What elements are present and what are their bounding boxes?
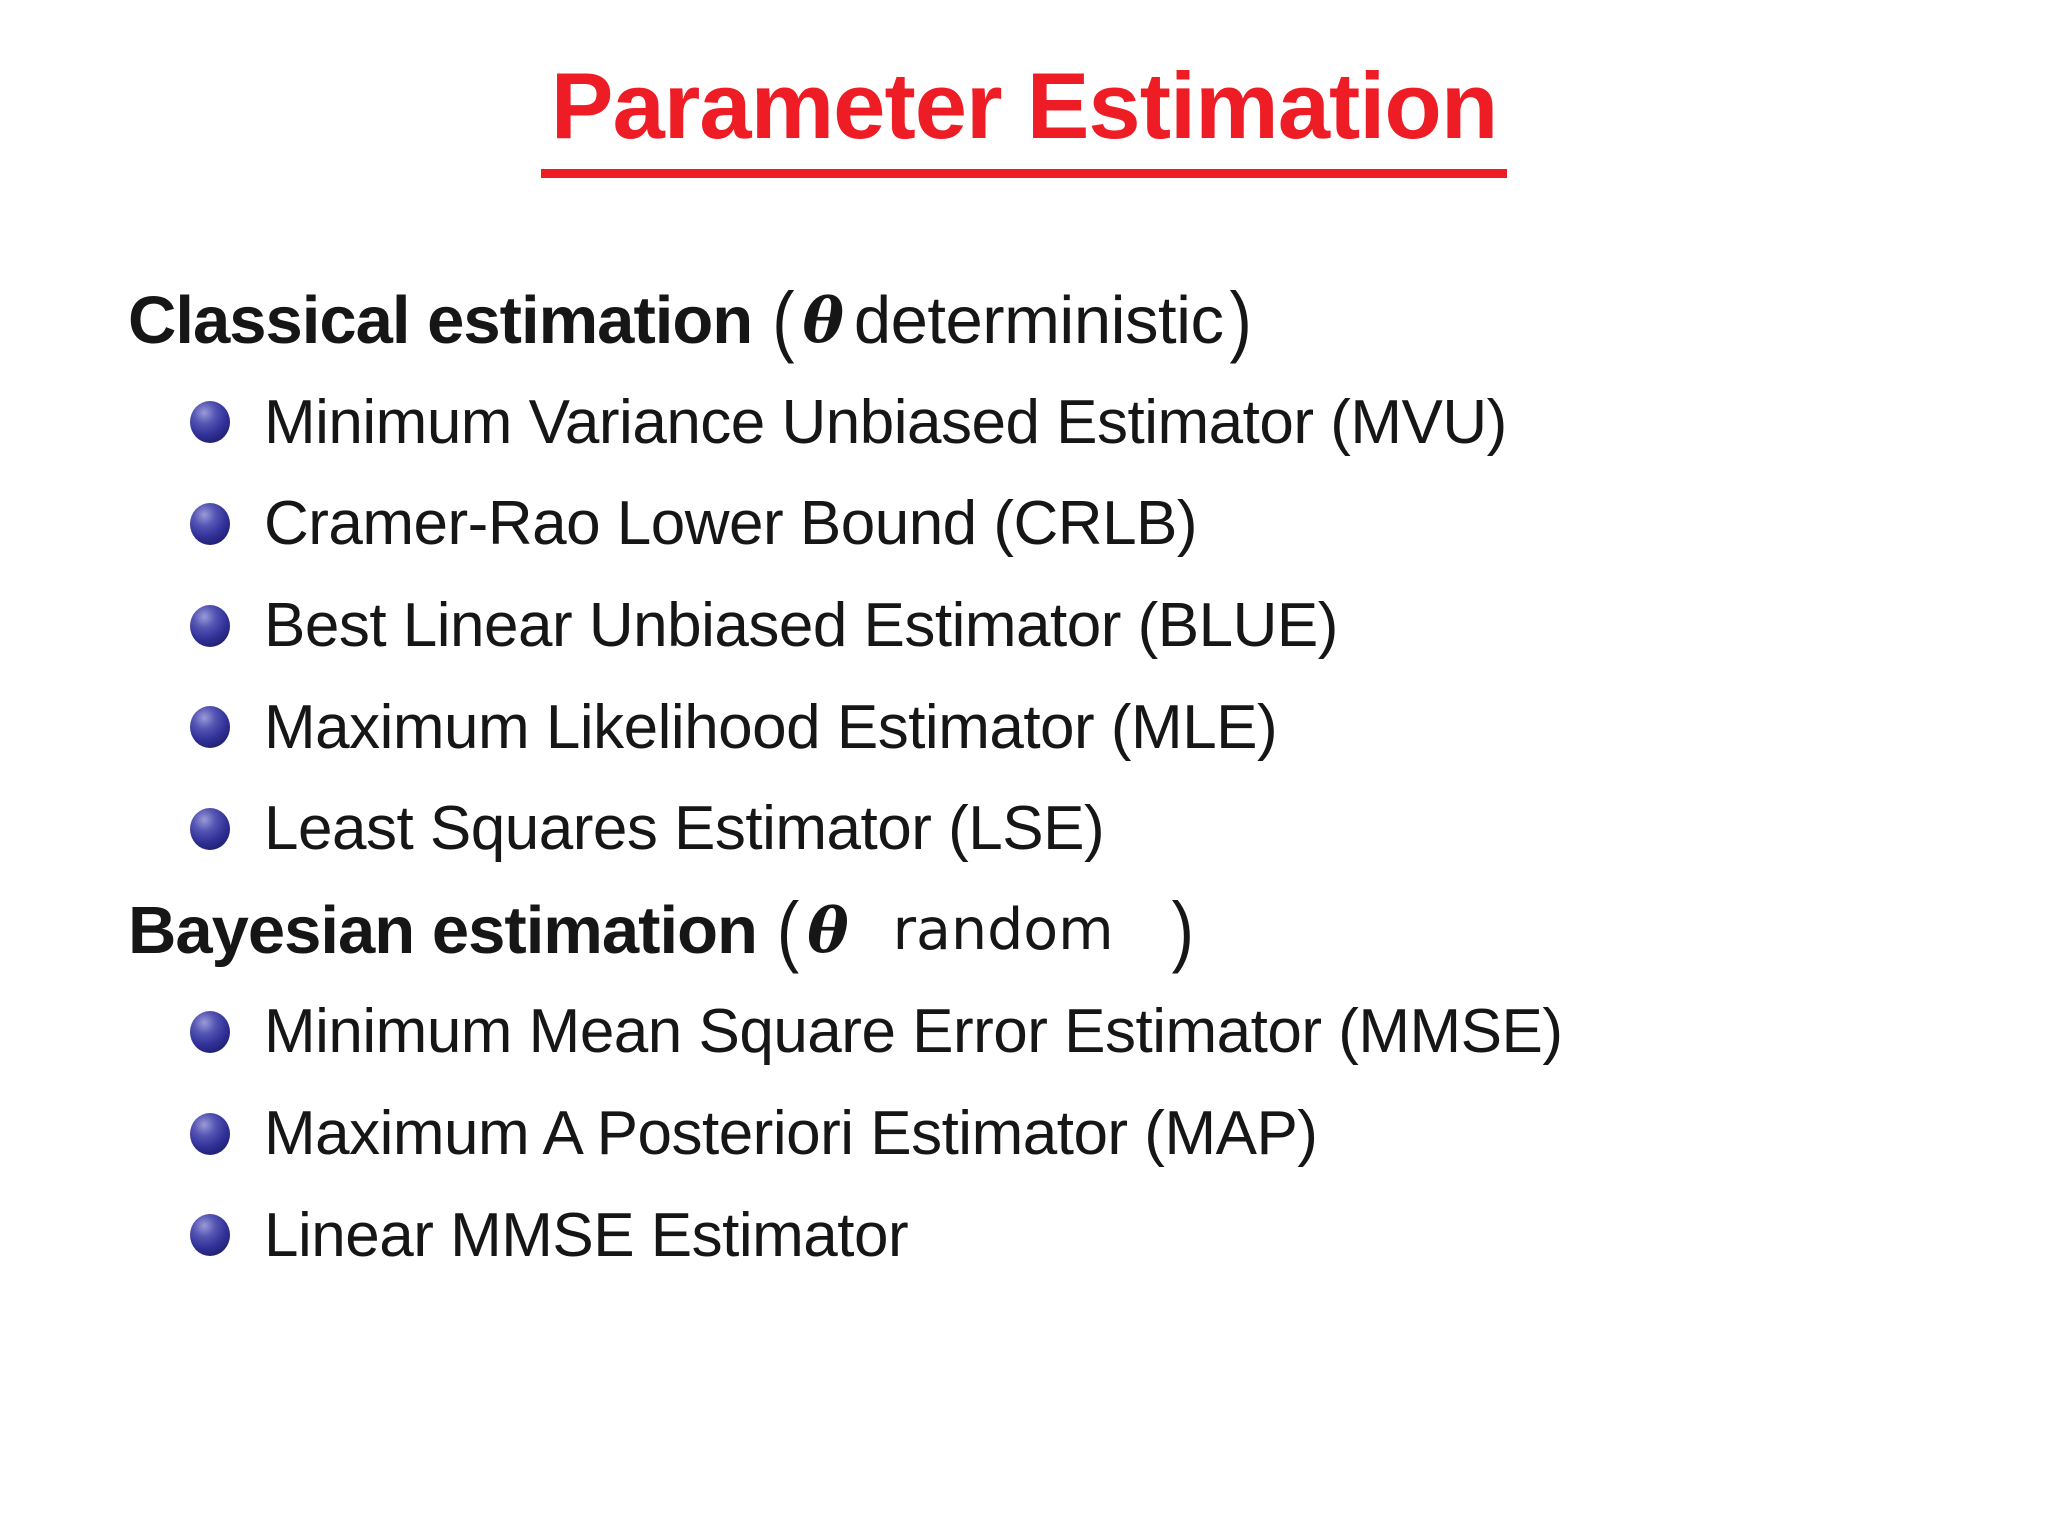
bullet-item-label: Best Linear Unbiased Estimator (BLUE) — [264, 591, 1338, 661]
bullet-ball-icon — [190, 604, 230, 647]
open-paren: ( — [776, 886, 800, 975]
bullet-item-label: Maximum Likelihood Estimator (MLE) — [264, 692, 1278, 762]
open-paren: ( — [772, 276, 795, 366]
list-item: Minimum Mean Square Error Estimator (MMS… — [0, 981, 2048, 1083]
list-item: Cramer-Rao Lower Bound (CRLB) — [0, 473, 2048, 575]
heading-qualifier: random — [892, 897, 1114, 964]
bullet-ball-icon — [190, 1112, 230, 1155]
bullet-item-label: Maximum A Posteriori Estimator (MAP) — [264, 1099, 1318, 1169]
title-container: Parameter Estimation — [0, 45, 2048, 179]
list-item: Best Linear Unbiased Estimator (BLUE) — [0, 575, 2048, 677]
theta-symbol: θ — [802, 284, 844, 358]
heading-bold-text: Bayesian estimation — [128, 892, 758, 968]
close-paren: ) — [1171, 886, 1194, 975]
section-heading-bayesian: Bayesian estimation ( θ random ) — [0, 880, 2048, 982]
bullet-item-label: Minimum Variance Unbiased Estimator (MVU… — [264, 387, 1507, 457]
list-item: Least Squares Estimator (LSE) — [0, 778, 2048, 880]
bullet-item-label: Cramer-Rao Lower Bound (CRLB) — [264, 489, 1198, 559]
heading-bold-text: Classical estimation — [128, 283, 753, 359]
theta-symbol: θ — [807, 893, 849, 967]
page-title: Parameter Estimation — [540, 45, 1508, 179]
close-paren: ) — [1229, 276, 1252, 366]
bullet-item-label: Least Squares Estimator (LSE) — [264, 794, 1105, 864]
list-item: Linear MMSE Estimator — [0, 1184, 2048, 1286]
bullet-item-label: Linear MMSE Estimator — [264, 1200, 909, 1270]
bullet-ball-icon — [190, 1214, 230, 1257]
bullet-item-label: Minimum Mean Square Error Estimator (MMS… — [264, 997, 1563, 1067]
section-heading-classical: Classical estimation ( θ deterministic ) — [0, 270, 2048, 372]
bullet-ball-icon — [190, 1010, 230, 1053]
list-item: Maximum A Posteriori Estimator (MAP) — [0, 1083, 2048, 1185]
list-item: Maximum Likelihood Estimator (MLE) — [0, 676, 2048, 778]
bullet-ball-icon — [190, 502, 230, 545]
bullet-ball-icon — [190, 807, 230, 850]
heading-qualifier: deterministic — [853, 283, 1224, 359]
list-item: Minimum Variance Unbiased Estimator (MVU… — [0, 372, 2048, 474]
slide-content: Classical estimation ( θ deterministic )… — [0, 270, 2048, 1286]
bullet-ball-icon — [190, 706, 230, 749]
bullet-ball-icon — [190, 401, 230, 444]
